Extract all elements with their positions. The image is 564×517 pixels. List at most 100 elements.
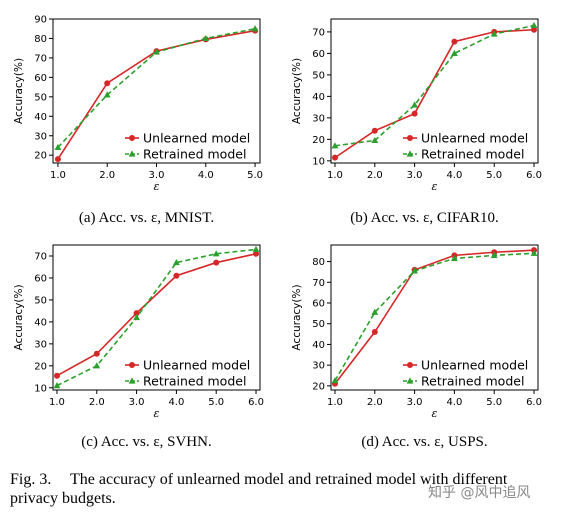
x-axis-label: ε — [432, 407, 438, 420]
y-tick-label: 70 — [312, 278, 325, 289]
y-axis-label: Accuracy(%) — [291, 58, 303, 124]
x-tick-label: 5.0 — [208, 397, 224, 408]
x-tick-label: 3.0 — [149, 170, 165, 181]
data-point-retrained — [103, 91, 111, 98]
series-line-unlearned — [56, 253, 257, 377]
data-point-retrained — [331, 377, 339, 384]
y-tick-label: 30 — [312, 361, 325, 372]
data-point-retrained — [530, 21, 538, 29]
data-point-unlearned — [371, 127, 378, 134]
data-point-retrained — [490, 30, 498, 37]
data-point-retrained — [411, 267, 418, 274]
x-axis-label: ε — [154, 180, 160, 193]
data-point-retrained — [451, 49, 458, 56]
chart-panel-1: 10 20 30 40 50 60 70 1.0 2.0 3.0 4.0 5.0 6.0 ε Accurac… — [291, 18, 542, 226]
legend-label: Unlearned model — [421, 358, 528, 373]
x-tick-label: 2.0 — [99, 170, 115, 181]
x-tick-label: 3.0 — [129, 397, 145, 408]
legend-label: Retrained model — [143, 147, 246, 162]
subfigure-caption: (d) Acc. vs. ε, USPS. — [361, 434, 487, 450]
legend-marker-retrained — [128, 150, 136, 157]
data-point-unlearned — [133, 310, 140, 317]
data-point-retrained — [54, 143, 62, 151]
data-point-unlearned — [53, 372, 60, 379]
y-tick-label: 30 — [34, 339, 47, 350]
chart-panel-2: 10 20 30 40 50 60 70 1.0 2.0 3.0 4.0 5.0 6.0 ε Accurac… — [13, 244, 264, 450]
x-tick-label: 1.0 — [49, 397, 65, 408]
legend-marker-retrained — [406, 377, 414, 384]
x-axis-label: ε — [432, 180, 438, 193]
y-tick-label: 20 — [312, 135, 325, 146]
data-point-unlearned — [331, 154, 338, 161]
data-point-retrained — [371, 136, 379, 144]
y-axis-label: Accuracy(%) — [291, 284, 303, 350]
x-tick-label: 1.0 — [327, 170, 343, 181]
subfigure-caption: (a) Acc. vs. ε, MNIST. — [79, 210, 214, 226]
x-tick-label: 1.0 — [327, 397, 343, 408]
y-tick-label: 60 — [34, 273, 47, 284]
legend-label: Unlearned model — [143, 131, 250, 146]
data-point-retrained — [251, 25, 259, 32]
x-tick-label: 6.0 — [248, 397, 264, 408]
y-tick-label: 30 — [34, 131, 47, 142]
y-tick-label: 80 — [34, 34, 47, 45]
legend-label: Unlearned model — [421, 131, 528, 146]
y-tick-label: 20 — [34, 151, 47, 162]
y-tick-label: 70 — [312, 27, 325, 38]
legend-marker-unlearned — [129, 362, 135, 368]
plot-frame — [52, 244, 261, 391]
subfigure-caption: (b) Acc. vs. ε, CIFAR10. — [350, 210, 499, 226]
legend-label: Retrained model — [143, 374, 246, 389]
data-point-retrained — [202, 34, 210, 42]
legend-marker-retrained — [406, 150, 414, 157]
subfigure-caption: (c) Acc. vs. ε, SVHN. — [81, 434, 211, 450]
y-tick-label: 80 — [312, 257, 325, 268]
series-line-retrained — [334, 24, 535, 147]
x-tick-label: 5.0 — [486, 170, 502, 181]
watermark: 知乎 @风中追风 — [428, 484, 530, 501]
data-point-retrained — [53, 382, 61, 389]
data-point-unlearned — [93, 350, 100, 357]
x-tick-label: 4.0 — [168, 397, 184, 408]
plot-frame — [330, 18, 539, 164]
x-tick-label: 2.0 — [367, 397, 383, 408]
legend-marker-unlearned — [407, 362, 413, 368]
x-axis-label: ε — [154, 407, 160, 420]
data-point-unlearned — [371, 329, 378, 335]
x-tick-label: 4.0 — [446, 397, 462, 408]
x-tick-label: 4.0 — [198, 170, 214, 181]
legend-label: Unlearned model — [143, 358, 250, 373]
data-point-retrained — [451, 254, 458, 262]
x-tick-label: 5.0 — [486, 397, 502, 408]
y-tick-label: 60 — [312, 299, 325, 310]
chart-panel-3: 20 30 40 50 60 70 80 1.0 2.0 3.0 4.0 5.0 6.0 ε Accurac… — [291, 244, 542, 450]
x-tick-label: 3.0 — [407, 397, 423, 408]
data-point-retrained — [173, 258, 180, 266]
y-tick-label: 40 — [34, 317, 47, 328]
x-tick-label: 5.0 — [247, 170, 263, 181]
data-point-unlearned — [411, 110, 418, 117]
x-tick-label: 2.0 — [89, 397, 105, 408]
y-tick-label: 10 — [34, 383, 47, 394]
y-tick-label: 20 — [312, 381, 325, 392]
data-point-retrained — [153, 48, 160, 55]
data-point-retrained — [93, 362, 101, 369]
series-line-retrained — [334, 252, 535, 382]
data-point-retrained — [411, 101, 418, 108]
y-tick-label: 90 — [34, 15, 47, 26]
y-tick-label: 70 — [34, 53, 47, 64]
series-line-unlearned — [334, 28, 535, 159]
chart-panel-0: 20 30 40 50 60 70 80 90 1.0 2.0 3.0 4.0 5.0 ε Accuracy… — [13, 15, 263, 227]
data-point-unlearned — [451, 38, 458, 45]
data-point-unlearned — [54, 156, 61, 163]
figure-caption-line1: The accuracy of unlearned model and retr… — [70, 471, 508, 488]
figure-caption-prefix: Fig. 3. — [10, 471, 51, 488]
data-point-retrained — [133, 313, 140, 321]
data-point-retrained — [212, 250, 220, 257]
x-tick-label: 6.0 — [526, 397, 542, 408]
x-tick-label: 2.0 — [367, 170, 383, 181]
x-tick-label: 1.0 — [50, 170, 66, 181]
legend-label: Retrained model — [421, 147, 524, 162]
x-tick-label: 4.0 — [446, 170, 462, 181]
data-point-retrained — [490, 251, 498, 258]
